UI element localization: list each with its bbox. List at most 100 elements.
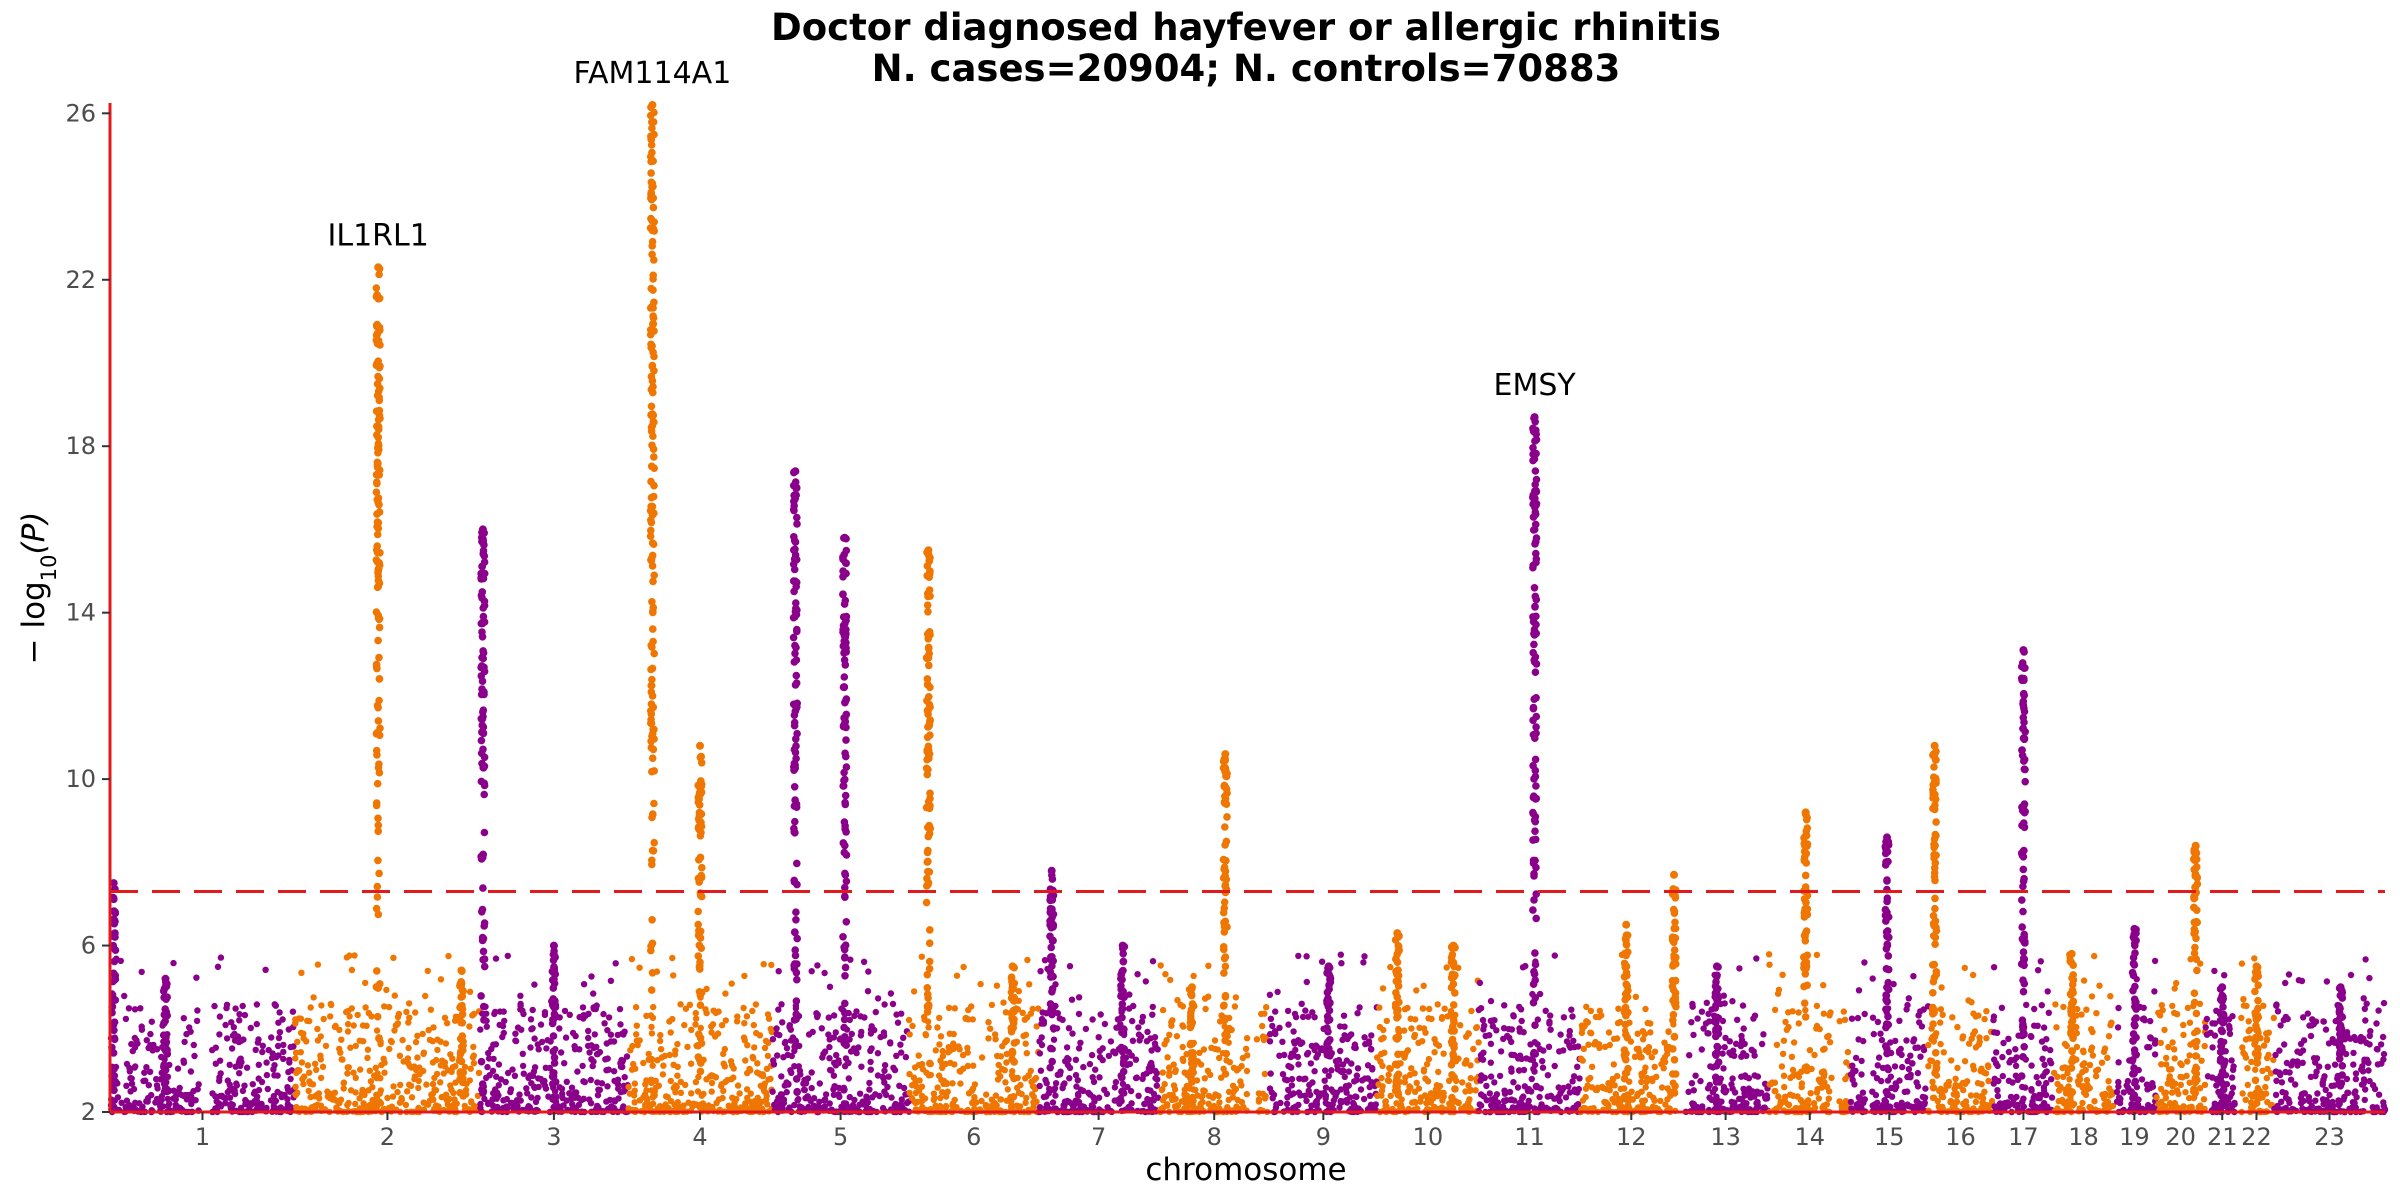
data-point xyxy=(1046,917,1054,925)
data-point xyxy=(1317,1090,1324,1097)
data-point xyxy=(480,690,488,699)
peak-point xyxy=(1449,941,1458,950)
data-point xyxy=(1151,1034,1159,1041)
data-point xyxy=(399,1036,406,1044)
data-point xyxy=(1740,1050,1747,1057)
data-point xyxy=(1419,1005,1427,1012)
data-point xyxy=(275,1034,283,1042)
data-point xyxy=(1397,1101,1405,1109)
data-point xyxy=(478,721,487,729)
data-point xyxy=(1705,1030,1712,1037)
data-point xyxy=(831,1083,838,1090)
data-point xyxy=(286,1056,293,1064)
data-point xyxy=(994,1076,1002,1083)
data-point xyxy=(1760,1031,1767,1038)
data-point xyxy=(1220,865,1228,873)
data-point xyxy=(386,1045,393,1053)
data-point xyxy=(550,963,558,971)
data-point xyxy=(304,1017,311,1024)
data-point xyxy=(478,562,487,571)
data-point xyxy=(518,1026,525,1033)
data-point xyxy=(1719,1050,1726,1057)
data-point xyxy=(1520,1029,1527,1036)
data-point xyxy=(1063,1099,1070,1106)
data-point xyxy=(778,1001,785,1008)
data-point xyxy=(1758,1089,1765,1096)
data-point xyxy=(1477,1091,1485,1098)
data-point xyxy=(1441,1005,1448,1012)
data-point xyxy=(194,1007,201,1014)
data-point xyxy=(1466,1104,1473,1111)
data-point xyxy=(696,1067,705,1076)
data-point xyxy=(1651,1097,1658,1104)
data-point xyxy=(1309,1009,1316,1016)
data-point xyxy=(881,1001,888,1008)
data-point xyxy=(1467,1075,1474,1082)
data-point xyxy=(373,336,381,345)
data-point xyxy=(721,1045,728,1053)
data-point xyxy=(1703,999,1711,1006)
data-point xyxy=(1018,1090,1025,1098)
data-point xyxy=(1181,1086,1189,1093)
data-point xyxy=(906,1089,913,1097)
data-point xyxy=(1049,891,1058,900)
data-point xyxy=(1608,1081,1615,1089)
data-point xyxy=(1364,1075,1372,1082)
data-point xyxy=(1225,1088,1233,1096)
data-point xyxy=(1419,1038,1426,1045)
data-point xyxy=(892,1100,899,1108)
peak-point xyxy=(549,941,558,950)
data-point xyxy=(1128,1052,1135,1059)
data-point xyxy=(791,1042,799,1051)
data-point xyxy=(373,779,382,788)
data-point xyxy=(841,822,849,830)
data-point xyxy=(983,1091,990,1098)
data-point xyxy=(842,736,850,744)
data-point xyxy=(926,631,934,639)
data-point xyxy=(556,1025,563,1032)
data-point xyxy=(243,1064,251,1071)
data-point xyxy=(1133,1074,1141,1081)
data-point xyxy=(912,1078,919,1086)
data-point xyxy=(483,1023,490,1030)
data-point xyxy=(768,961,775,969)
chromosome-1-points xyxy=(107,879,298,1116)
data-point xyxy=(412,1009,419,1016)
data-point xyxy=(1387,963,1394,971)
data-point xyxy=(405,1019,412,1026)
data-point xyxy=(314,1025,321,1033)
data-point xyxy=(765,1015,773,1022)
data-point xyxy=(337,1049,344,1056)
data-point xyxy=(1380,1034,1387,1042)
data-point xyxy=(173,1092,180,1099)
data-point xyxy=(1221,764,1230,772)
data-point xyxy=(192,1097,199,1104)
data-point xyxy=(137,1005,144,1012)
data-point xyxy=(858,1028,865,1036)
data-point xyxy=(715,1096,723,1103)
data-point xyxy=(496,1008,504,1015)
data-point xyxy=(423,1081,430,1088)
data-point xyxy=(1024,956,1031,964)
data-point xyxy=(924,592,932,601)
data-point xyxy=(123,1082,130,1090)
data-point xyxy=(511,1072,519,1080)
data-point xyxy=(551,1088,559,1095)
data-point xyxy=(965,1006,972,1014)
data-point xyxy=(698,1092,705,1099)
data-point xyxy=(1007,1102,1016,1111)
data-point xyxy=(1322,1095,1329,1102)
data-point xyxy=(695,1073,702,1081)
data-point xyxy=(1337,951,1345,958)
data-point xyxy=(814,962,821,969)
data-point xyxy=(840,673,849,681)
data-point xyxy=(619,1063,626,1071)
data-point xyxy=(1042,1076,1049,1084)
data-point xyxy=(1531,949,1539,957)
data-point xyxy=(950,1045,957,1053)
data-point xyxy=(790,658,799,666)
data-point xyxy=(1566,1089,1574,1096)
data-point xyxy=(754,1060,761,1067)
data-point xyxy=(1491,1097,1498,1104)
peak-point xyxy=(1393,929,1402,938)
